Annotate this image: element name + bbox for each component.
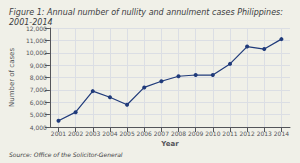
svg-text:2001: 2001 [51,130,66,137]
svg-text:2001-2014: 2001-2014 [9,18,53,27]
svg-text:Source: Office of the Solicito: Source: Office of the Solicitor-General [9,151,123,158]
svg-text:2008: 2008 [171,130,186,137]
svg-text:4,000: 4,000 [30,124,47,131]
svg-text:2012: 2012 [239,130,254,137]
svg-text:11,000: 11,000 [26,37,47,44]
svg-text:Figure 1: Annual number of nul: Figure 1: Annual number of nullity and a… [9,8,285,17]
svg-text:2009: 2009 [188,130,203,137]
svg-text:10,000: 10,000 [26,49,47,56]
svg-text:7,000: 7,000 [30,86,47,93]
svg-text:Number of cases: Number of cases [8,48,16,107]
svg-text:2011: 2011 [222,130,237,137]
svg-text:6,000: 6,000 [30,99,47,106]
svg-text:2014: 2014 [274,130,289,137]
svg-text:2010: 2010 [205,130,220,137]
svg-text:9,000: 9,000 [30,62,47,69]
svg-text:2002: 2002 [68,130,83,137]
svg-text:12,000: 12,000 [25,24,47,32]
svg-text:8,000: 8,000 [30,74,47,81]
svg-text:2004: 2004 [102,130,117,137]
svg-text:2006: 2006 [137,130,152,137]
svg-text:2003: 2003 [85,130,100,137]
svg-text:Year: Year [160,140,179,148]
svg-text:5,000: 5,000 [30,111,47,118]
svg-text:2007: 2007 [154,130,169,137]
svg-text:2013: 2013 [257,130,272,137]
svg-text:2005: 2005 [119,130,134,137]
